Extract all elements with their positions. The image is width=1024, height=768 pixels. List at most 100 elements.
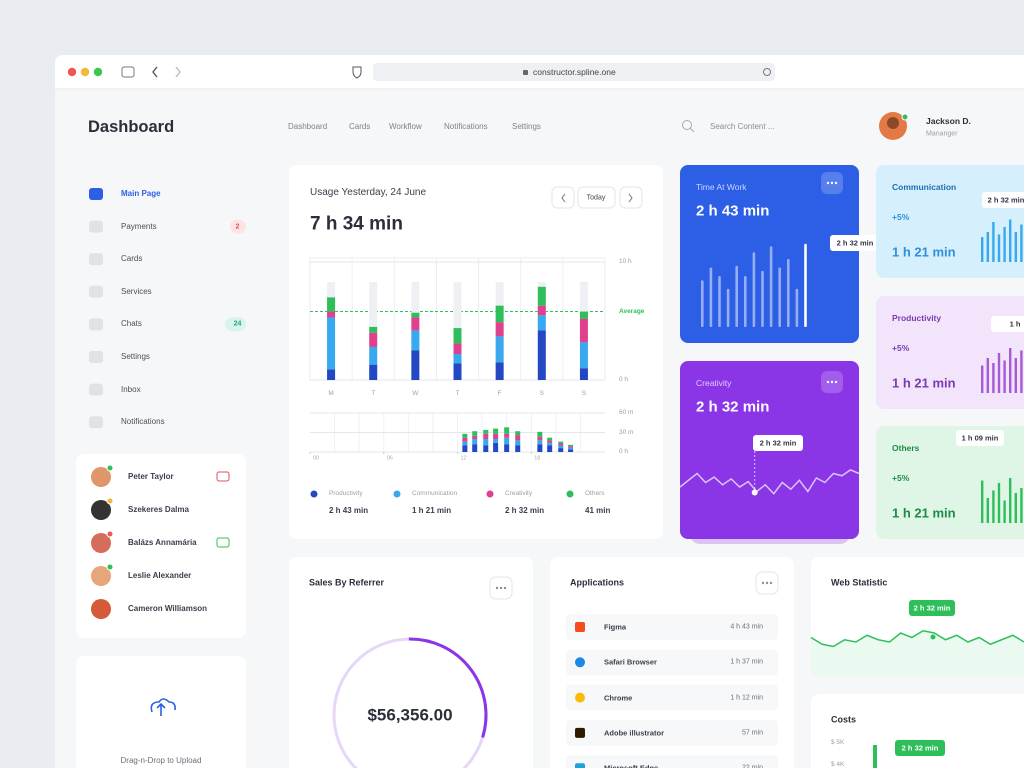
app-row[interactable]: [566, 614, 778, 640]
reload-icon[interactable]: [763, 68, 771, 76]
app-name: Chrome: [604, 692, 633, 702]
card-title: Applications: [570, 577, 625, 588]
bar-segment: [483, 445, 489, 452]
app-row[interactable]: [566, 719, 778, 746]
menu-item[interactable]: Inbox: [121, 384, 141, 394]
bar-segment: [327, 297, 336, 312]
chat-icon[interactable]: [216, 537, 230, 548]
spark-bar: [709, 267, 713, 327]
contact-avatar[interactable]: [91, 500, 111, 520]
nav-link[interactable]: Settings: [512, 122, 541, 131]
legend-value: 2 h 43 min: [329, 506, 369, 515]
menu-item[interactable]: Services: [121, 286, 152, 296]
bar-segment: [411, 350, 420, 380]
window-dot[interactable]: [93, 67, 103, 77]
spark-bar: [1020, 224, 1023, 262]
menu-item[interactable]: Chats: [121, 319, 142, 329]
nav-link[interactable]: Notifications: [444, 122, 488, 131]
card-title: Others: [892, 442, 920, 453]
forward-arrow[interactable]: [175, 66, 181, 78]
shield-icon: [352, 66, 362, 79]
nav-link[interactable]: Cards: [349, 122, 371, 131]
menu-item[interactable]: Main Page: [121, 189, 161, 198]
more-dot: [826, 181, 830, 185]
sidebar-toggle[interactable]: [121, 66, 135, 78]
app-row[interactable]: [566, 684, 778, 711]
menu-item[interactable]: Cards: [121, 254, 143, 264]
tooltip-text: 1 h 09 min: [961, 433, 999, 443]
upload-icon[interactable]: [150, 698, 176, 716]
spark-bar: [795, 288, 799, 327]
contact-avatar[interactable]: [91, 467, 111, 487]
app-icon: [575, 692, 585, 703]
card-value: 1 h 21 min: [892, 244, 956, 260]
tooltip-box: [753, 435, 803, 451]
bar-segment: [327, 311, 336, 318]
contact-name[interactable]: Cameron Williamson: [128, 604, 208, 613]
spark-bar: [1020, 350, 1023, 393]
spark-bar: [1003, 227, 1006, 262]
y-tick-label: 30 m: [619, 428, 634, 436]
card-title: Time At Work: [696, 181, 747, 192]
bar-segment: [411, 317, 420, 331]
y-tick-label: 0 h: [619, 375, 629, 383]
menu-item[interactable]: Notifications: [121, 417, 165, 427]
bar-segment: [558, 445, 564, 449]
menu-icon: [89, 220, 103, 233]
tooltip-text: 2 h 32 min: [913, 603, 951, 613]
contact-name[interactable]: Peter Taylor: [128, 472, 174, 481]
x-tick-label: S: [539, 389, 544, 397]
search-input[interactable]: Search Content ...: [710, 122, 775, 131]
app-row[interactable]: [566, 755, 778, 768]
today-button[interactable]: Today: [586, 194, 606, 202]
contact-avatar[interactable]: [91, 533, 111, 553]
legend-label: Creativity: [505, 489, 533, 497]
menu-item[interactable]: Settings: [121, 352, 150, 361]
legend-dot: [310, 490, 318, 498]
date-button[interactable]: [577, 186, 616, 209]
contact-name[interactable]: Leslie Alexander: [128, 571, 192, 580]
spark-bar: [761, 270, 764, 327]
more-dot: [495, 586, 499, 590]
bar-segment: [515, 435, 521, 441]
contact-avatar[interactable]: [91, 566, 111, 586]
bar-segment: [547, 437, 553, 441]
bar-segment: [462, 437, 468, 442]
app-name: Safari Browser: [604, 657, 657, 667]
window-dot[interactable]: [67, 67, 77, 77]
nav-link[interactable]: Dashboard: [288, 122, 328, 131]
badge: [230, 219, 246, 234]
app-row[interactable]: [566, 649, 778, 676]
spark-bar: [1009, 348, 1012, 393]
tooltip-text: 1 h: [1009, 319, 1021, 329]
camera-icon[interactable]: [216, 471, 230, 482]
x-tick-label: W: [412, 389, 419, 397]
contact-status: [106, 464, 114, 472]
bar-segment: [579, 311, 588, 319]
spark-bar: [986, 498, 989, 523]
bar-segment: [462, 441, 468, 446]
address-bar[interactable]: [373, 63, 775, 81]
nav-link[interactable]: Workflow: [389, 122, 422, 131]
app-name: Microsoft Edge: [604, 763, 659, 768]
spark-bar: [718, 276, 721, 327]
tooltip-box: [982, 192, 1024, 208]
window-dot[interactable]: [80, 67, 90, 77]
more-dot: [826, 380, 830, 384]
contact-name[interactable]: Szekeres Dalma: [128, 505, 189, 514]
x-tick-label: T: [371, 389, 376, 397]
sales-amount: $56,356.00: [367, 705, 453, 725]
back-arrow[interactable]: [152, 66, 158, 78]
card-title: Communication: [892, 181, 957, 192]
menu-item[interactable]: Payments: [121, 221, 157, 231]
wave-fill: [811, 630, 1024, 676]
more-dot: [830, 380, 834, 384]
search-icon: [682, 120, 692, 130]
bar-segment: [537, 444, 543, 452]
contact-status: [106, 530, 114, 538]
app-time: 22 min: [742, 765, 763, 768]
contact-avatar[interactable]: [91, 599, 111, 619]
contact-name[interactable]: Balázs Annamária: [128, 538, 197, 547]
